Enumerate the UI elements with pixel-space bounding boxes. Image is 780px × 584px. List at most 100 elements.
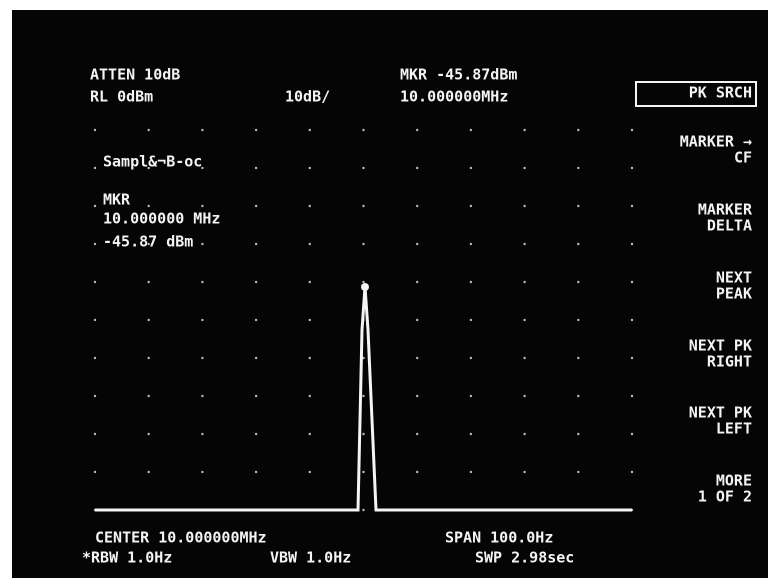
graticule-dot <box>362 204 365 208</box>
graticule-dot <box>362 356 365 360</box>
graticule-dot <box>630 166 634 170</box>
graticule-dot <box>254 280 258 284</box>
graticule-dot <box>201 432 204 436</box>
graticule-dot <box>254 432 258 436</box>
softkey-label[interactable]: PEAK <box>716 285 752 303</box>
graticule-dot <box>362 242 365 246</box>
softkey-label[interactable]: PK SRCH <box>689 84 752 102</box>
graticule-dot <box>201 280 204 284</box>
graticule-dot <box>93 128 97 132</box>
graticule-dot <box>201 470 204 474</box>
graticule-dot <box>93 280 97 284</box>
graticule-dot <box>254 204 258 208</box>
graticule-dot <box>630 432 634 436</box>
marker-label: MKR <box>103 191 131 209</box>
graticule-dot <box>362 166 365 170</box>
graticule-dot <box>577 280 580 284</box>
graticule-dot <box>201 204 204 208</box>
graticule-dot <box>523 318 526 322</box>
sweep-time: SWP 2.98sec <box>475 549 574 567</box>
graticule-dot <box>362 128 365 132</box>
graticule-dot <box>523 280 526 284</box>
softkey-label[interactable]: MARKER → <box>680 133 752 151</box>
graticule-dot <box>577 204 580 208</box>
softkey-label[interactable]: NEXT <box>716 269 752 287</box>
graticule-dot <box>201 356 204 360</box>
graticule-dot <box>416 280 419 284</box>
graticule-dot <box>362 470 365 474</box>
graticule-dot <box>147 470 150 474</box>
atten: ATTEN 10dB <box>90 66 180 84</box>
graticule-dot <box>577 318 580 322</box>
graticule-dot <box>630 356 634 360</box>
graticule-dot <box>523 204 526 208</box>
center-frequency: CENTER 10.000000MHz <box>95 529 267 547</box>
graticule-dot <box>93 394 97 398</box>
softkey-label[interactable]: MARKER <box>698 201 753 219</box>
span: SPAN 100.0Hz <box>445 529 553 547</box>
graticule-dot <box>469 356 473 360</box>
graticule-dot <box>416 204 419 208</box>
softkey-label[interactable]: MORE <box>716 472 752 490</box>
softkey-label[interactable]: DELTA <box>707 217 752 235</box>
graticule-dot <box>469 204 473 208</box>
graticule-dot <box>147 204 150 208</box>
graticule-dot <box>201 318 204 322</box>
graticule-dot <box>308 470 311 474</box>
graticule-dot <box>630 470 634 474</box>
softkey-label[interactable]: CF <box>734 149 752 167</box>
graticule-dot <box>577 128 580 132</box>
graticule-dot <box>416 432 419 436</box>
graticule-dot <box>308 318 311 322</box>
ref-level: RL 0dBm <box>90 88 153 106</box>
graticule-dot <box>416 242 419 246</box>
softkey-label[interactable]: NEXT PK <box>689 337 752 355</box>
graticule-dot <box>577 242 580 246</box>
graticule-dot <box>362 280 365 284</box>
graticule-dot <box>308 280 311 284</box>
softkey-label[interactable]: RIGHT <box>707 353 752 371</box>
graticule-dot <box>577 470 580 474</box>
graticule-dot <box>469 394 473 398</box>
graticule-dot <box>93 242 97 246</box>
graticule-dot <box>308 166 311 170</box>
graticule-dot <box>469 242 473 246</box>
screen-background <box>12 10 768 578</box>
graticule-dot <box>469 470 473 474</box>
graticule-dot <box>308 242 311 246</box>
softkey-label[interactable]: NEXT PK <box>689 404 752 422</box>
softkey-label[interactable]: 1 OF 2 <box>698 488 752 506</box>
graticule-dot <box>254 318 258 322</box>
graticule-dot <box>147 280 150 284</box>
graticule-dot <box>416 394 419 398</box>
graticule-dot <box>362 394 365 398</box>
graticule-dot <box>93 166 97 170</box>
marker-amplitude: MKR -45.87dBm <box>400 66 517 84</box>
graticule-dot <box>577 166 580 170</box>
graticule-dot <box>147 356 150 360</box>
graticule-dot <box>362 432 365 436</box>
graticule-dot <box>630 242 634 246</box>
rbw: *RBW 1.0Hz <box>82 549 172 567</box>
graticule-dot <box>469 318 473 322</box>
graticule-dot <box>577 394 580 398</box>
graticule-dot <box>147 242 150 246</box>
softkey-label[interactable]: LEFT <box>716 420 752 438</box>
graticule-dot <box>469 166 473 170</box>
graticule-dot <box>630 318 634 322</box>
graticule-dot <box>254 356 258 360</box>
graticule-dot <box>308 128 311 132</box>
graticule-dot <box>147 166 150 170</box>
graticule-dot <box>254 128 258 132</box>
marker-dot <box>361 283 369 291</box>
graticule-dot <box>523 242 526 246</box>
detector: Sampl&¬B-oc <box>103 153 202 171</box>
graticule-dot <box>630 280 634 284</box>
graticule-dot <box>362 508 365 512</box>
graticule-dot <box>630 394 634 398</box>
graticule-dot <box>308 432 311 436</box>
graticule-dot <box>416 166 419 170</box>
graticule-dot <box>523 470 526 474</box>
graticule-dot <box>416 318 419 322</box>
